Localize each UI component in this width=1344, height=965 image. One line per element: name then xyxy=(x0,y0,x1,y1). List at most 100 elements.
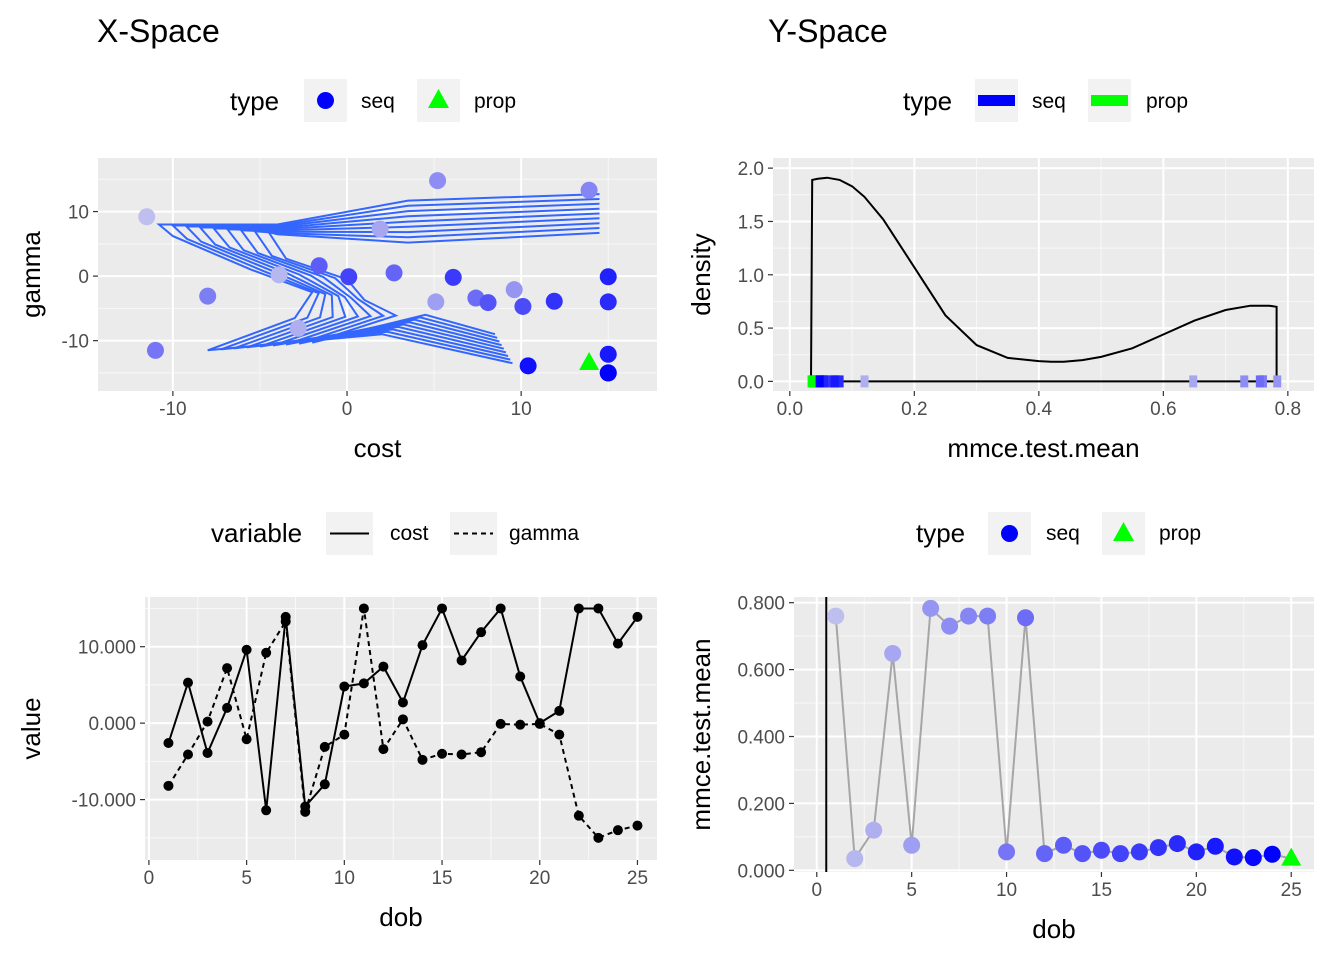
p4-y-axis-title: mmce.test.mean xyxy=(686,638,716,830)
p3-y-tick-label: 10.000 xyxy=(78,638,136,659)
p3-point-gamma xyxy=(612,825,623,836)
p2-y-tick-label: 0.0 xyxy=(738,372,764,393)
p2-density-curve xyxy=(809,176,1278,383)
legend-p2-key-seq xyxy=(978,95,1015,106)
legend-p3-label-cost: cost xyxy=(390,522,429,545)
p3-point-cost xyxy=(358,678,369,689)
p2-rug-mark-seq xyxy=(860,375,869,388)
p3-point-cost xyxy=(554,705,565,716)
p1-point-seq xyxy=(427,293,445,311)
p3-point-gamma xyxy=(280,616,291,627)
p2-rug xyxy=(807,375,1282,388)
p1-points xyxy=(138,172,617,382)
p1-point-seq xyxy=(599,293,617,311)
p4-point-seq xyxy=(922,599,940,617)
p4-x-tick-label: 15 xyxy=(1091,880,1112,901)
legend-p1-title: type xyxy=(230,86,279,116)
p4-x-tick-label: 20 xyxy=(1186,880,1207,901)
p4-point-seq xyxy=(1111,845,1129,863)
p3-series-gamma xyxy=(163,603,643,843)
p4-x-tick-label: 25 xyxy=(1281,880,1302,901)
p1-y-tick-label: 10 xyxy=(68,203,89,224)
p3-point-gamma xyxy=(515,719,526,730)
p4-point-seq xyxy=(903,836,921,854)
legend-p2-title: type xyxy=(903,86,952,116)
p2-rug-mark-seq xyxy=(1240,375,1249,388)
p3-series-cost xyxy=(163,603,643,816)
p3-x-tick-label: 25 xyxy=(627,868,648,889)
p3-x-tick-label: 15 xyxy=(431,868,452,889)
p1-point-prop xyxy=(579,351,600,370)
p4-y-tick-label: 0.800 xyxy=(737,594,785,615)
p4-series xyxy=(825,597,1302,872)
p3-point-cost xyxy=(593,603,604,614)
legend-p2-key-prop xyxy=(1091,95,1128,106)
p3-point-cost xyxy=(339,681,350,692)
p3-y-axis-title: value xyxy=(16,697,46,759)
p1-point-seq xyxy=(545,292,563,310)
p1-point-seq xyxy=(479,294,497,312)
p4-point-seq xyxy=(865,821,883,839)
p2-rug-mark-seq xyxy=(1189,375,1198,388)
p3-point-cost xyxy=(241,644,252,655)
p3-point-gamma xyxy=(417,754,428,765)
p4-point-seq xyxy=(1017,609,1035,627)
p4-y-tick-label: 0.600 xyxy=(737,661,785,682)
p3-point-cost xyxy=(495,603,506,614)
p1-panel-background xyxy=(98,158,657,391)
p3-point-gamma xyxy=(378,744,389,755)
p4-y-tick-label: 0.200 xyxy=(737,794,785,815)
p2-x-axis-title: mmce.test.mean xyxy=(947,433,1139,463)
p4-point-seq xyxy=(1092,841,1110,859)
p4-x-axis-title: dob xyxy=(1032,914,1075,944)
p1-point-seq xyxy=(580,181,598,199)
p2-rug-mark-seq xyxy=(835,375,844,388)
p3-point-cost xyxy=(261,805,272,816)
p3-point-gamma xyxy=(163,780,174,791)
p3-point-gamma xyxy=(300,806,311,817)
p4-x-tick-label: 10 xyxy=(996,880,1017,901)
p4-point-seq xyxy=(1187,843,1205,861)
p3-point-cost xyxy=(417,640,428,651)
p3-y-tick-label: 0.000 xyxy=(88,714,136,735)
p4-point-seq xyxy=(1073,845,1091,863)
p4-point-seq xyxy=(1168,835,1186,853)
p2-rug-mark-seq xyxy=(820,375,829,388)
p2-rug-mark-seq xyxy=(1255,375,1264,388)
p3-point-gamma xyxy=(358,603,369,614)
legend-p3-label-gamma: gamma xyxy=(509,522,579,545)
p2-rug-mark-seq xyxy=(1273,375,1282,388)
p4-point-seq xyxy=(1149,839,1167,857)
legend-p4-key-seq xyxy=(1001,525,1018,542)
p3-point-gamma xyxy=(495,718,506,729)
p1-point-seq xyxy=(310,257,328,275)
p4-point-seq xyxy=(1225,848,1243,866)
p3-point-gamma xyxy=(202,716,213,727)
right-column-title: Y-Space xyxy=(768,13,888,49)
p1-point-seq xyxy=(270,266,288,284)
p1-point-seq xyxy=(289,319,307,337)
p2-rug-mark-seq xyxy=(815,375,824,388)
p1-x-tick-label: 10 xyxy=(511,399,532,420)
p1-axes: -10 0 10 -10 0 10 cost gamma xyxy=(16,158,657,463)
legend-p1-key-seq xyxy=(317,92,334,109)
p1-point-seq xyxy=(138,208,156,226)
legend-p3: variable cost gamma xyxy=(211,512,579,555)
p1-x-tick-label: -10 xyxy=(159,399,186,420)
p3-axes: 0 5 10 15 20 25 -10.000 0.000 10.000 dob value xyxy=(16,597,657,932)
p3-point-gamma xyxy=(554,729,565,740)
p2-x-tick-label: 0.2 xyxy=(901,399,927,420)
p4-y-tick-label: 0.400 xyxy=(737,728,785,749)
legend-p2-label-seq: seq xyxy=(1032,90,1066,113)
p1-point-seq xyxy=(599,364,617,382)
p4-x-tick-label: 5 xyxy=(906,880,917,901)
p3-x-tick-label: 5 xyxy=(241,868,252,889)
p1-point-seq xyxy=(514,297,532,315)
legend-p3-title: variable xyxy=(211,518,302,548)
p3-point-cost xyxy=(182,677,193,688)
p4-point-seq xyxy=(846,850,864,868)
p1-point-seq xyxy=(519,357,537,375)
p2-y-tick-label: 1.5 xyxy=(738,212,764,233)
p3-point-gamma xyxy=(261,647,272,658)
